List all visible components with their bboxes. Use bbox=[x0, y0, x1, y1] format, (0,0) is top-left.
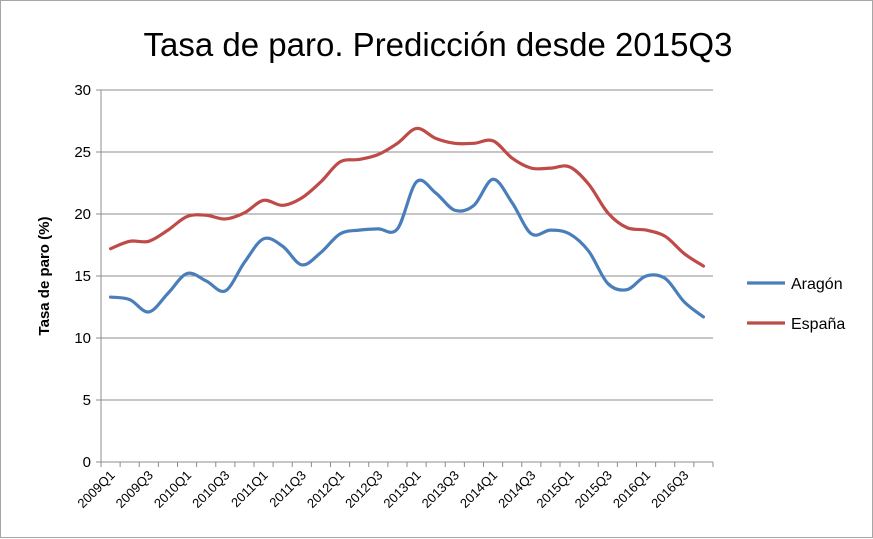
x-tick-label: 2015Q1 bbox=[533, 468, 576, 511]
x-tick-label: 2014Q3 bbox=[495, 468, 538, 511]
x-tick-label: 2016Q3 bbox=[648, 468, 691, 511]
x-tick-label: 2009Q1 bbox=[74, 468, 117, 511]
y-axis-label: Tasa de paro (%) bbox=[36, 217, 53, 336]
x-tick-label: 2013Q3 bbox=[419, 468, 462, 511]
x-tick-label: 2011Q3 bbox=[266, 468, 309, 511]
x-tick-label: 2015Q3 bbox=[572, 468, 615, 511]
x-tick-label: 2010Q3 bbox=[189, 468, 232, 511]
y-tick-label: 10 bbox=[74, 330, 91, 347]
legend-label-espana: España bbox=[791, 316, 845, 333]
chart-title: Tasa de paro. Predicción desde 2015Q3 bbox=[144, 26, 733, 63]
x-tick-label: 2012Q1 bbox=[304, 468, 347, 511]
y-tick-label: 15 bbox=[74, 268, 91, 285]
y-tick-label: 5 bbox=[83, 392, 91, 409]
y-tick-labels: 0 5 10 15 20 25 30 bbox=[74, 82, 91, 471]
series-line-espana bbox=[108, 126, 706, 268]
x-tick-label: 2012Q3 bbox=[342, 468, 385, 511]
y-tick-label: 30 bbox=[74, 82, 91, 99]
x-tick-label: 2010Q1 bbox=[151, 468, 194, 511]
x-tick-label: 2014Q1 bbox=[457, 468, 500, 511]
legend-label-aragon: Aragón bbox=[791, 276, 843, 293]
axes bbox=[96, 89, 714, 467]
x-tick-label: 2009Q3 bbox=[113, 468, 156, 511]
y-tick-label: 0 bbox=[83, 454, 91, 471]
x-tick-label: 2011Q1 bbox=[228, 468, 271, 511]
legend: Aragón España bbox=[747, 276, 845, 333]
series-lines bbox=[108, 126, 706, 319]
x-tick-label: 2016Q1 bbox=[610, 468, 653, 511]
y-tick-label: 25 bbox=[74, 144, 91, 161]
x-tick-labels: 2009Q12009Q32010Q12010Q32011Q12011Q32012… bbox=[74, 468, 691, 511]
x-tick-label: 2013Q1 bbox=[380, 468, 423, 511]
series-line-aragon bbox=[108, 177, 706, 319]
y-tick-label: 20 bbox=[74, 206, 91, 223]
